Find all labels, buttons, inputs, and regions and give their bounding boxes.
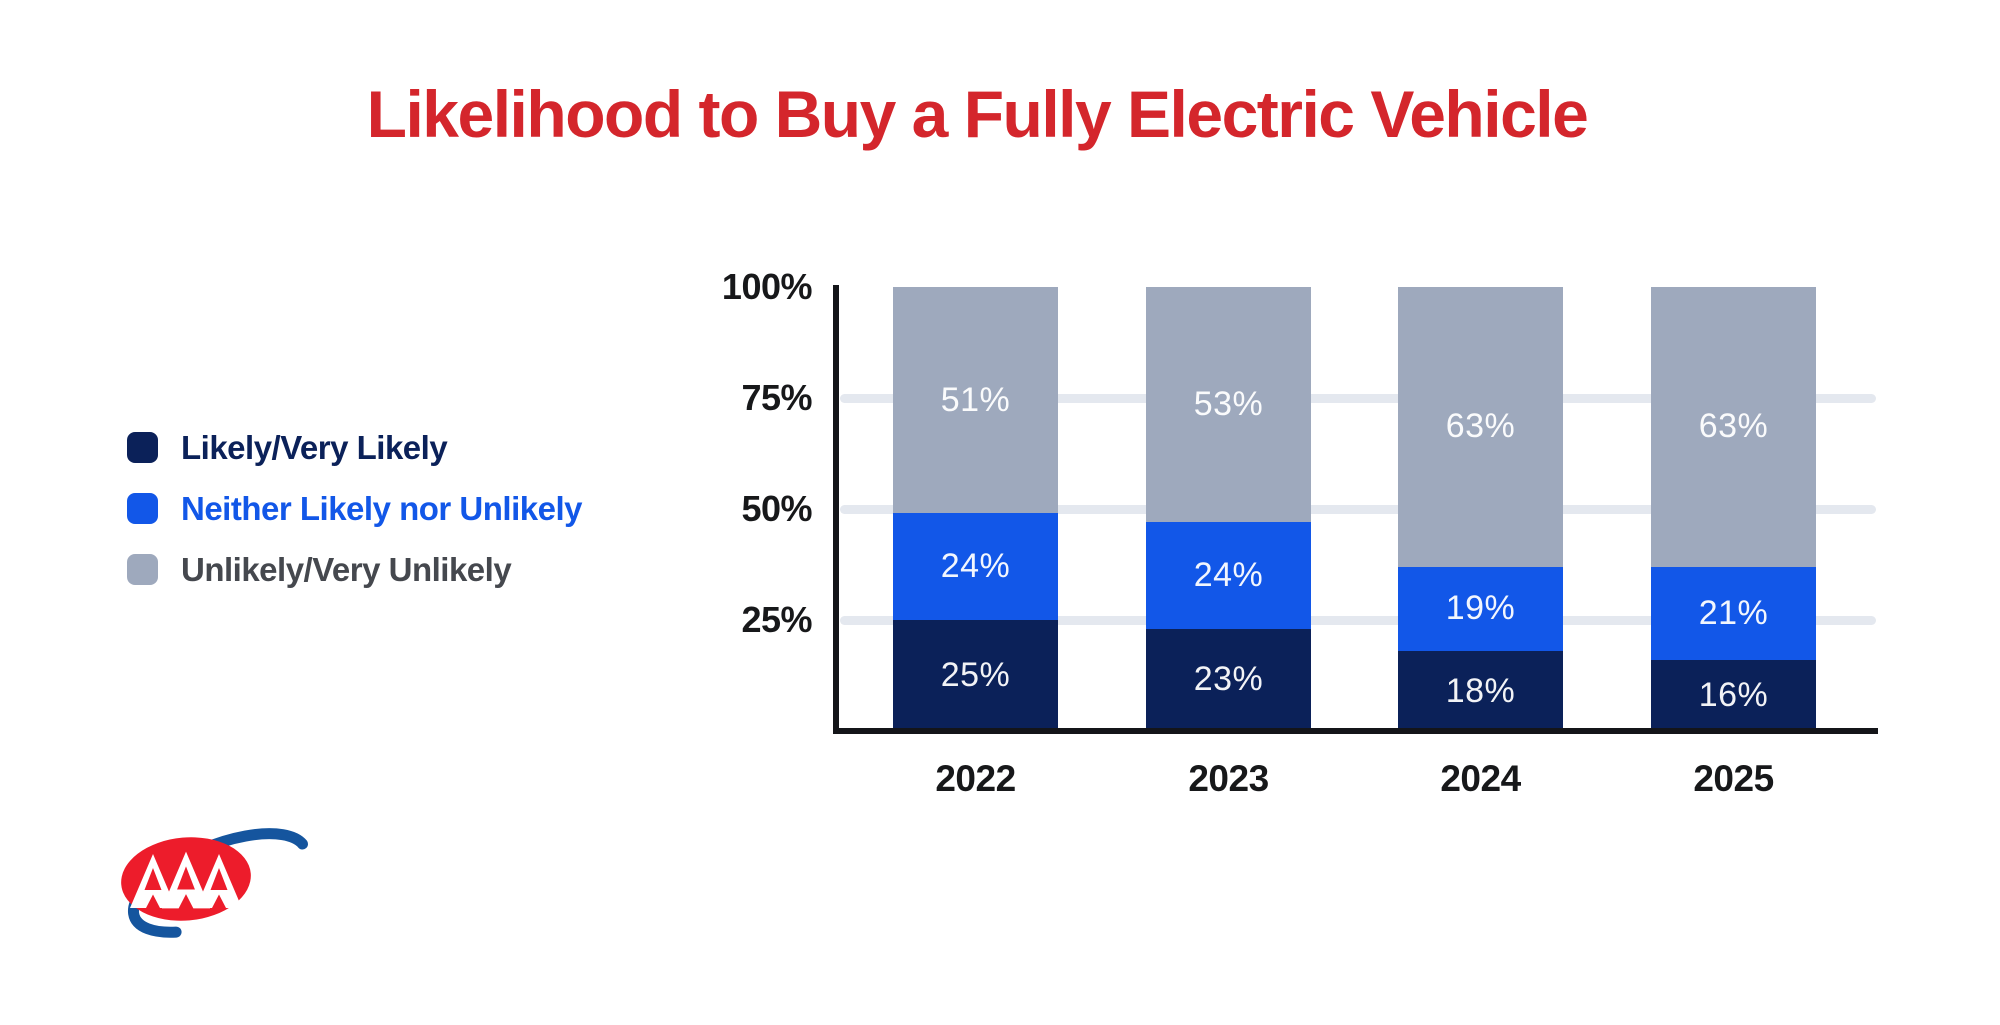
x-tick-label: 2023	[1188, 758, 1269, 799]
gridline-75	[840, 393, 1876, 403]
bar-2023: 23% 24% 53%	[1146, 287, 1311, 731]
bar-segment: 21%	[1651, 566, 1816, 660]
bar-segment: 53%	[1146, 287, 1311, 523]
bar-segment: 18%	[1398, 651, 1563, 731]
x-axis-line	[833, 728, 1878, 734]
x-tick-label: 2025	[1693, 758, 1774, 799]
aaa-logo	[121, 828, 308, 938]
y-tick-label: 75%	[741, 377, 812, 418]
logo-aaa-letters	[130, 851, 242, 909]
y-tick-label: 50%	[741, 488, 812, 529]
segment-value-label: 24%	[940, 547, 1011, 586]
bar-segment: 23%	[1146, 628, 1311, 731]
legend-swatch	[127, 432, 158, 463]
legend-item: Unlikely/Very Unlikely	[127, 551, 512, 588]
segment-value-label: 16%	[1698, 675, 1769, 714]
legend-swatch	[127, 493, 158, 524]
segment-value-label: 18%	[1445, 671, 1516, 710]
page-title: Likelihood to Buy a Fully Electric Vehic…	[366, 77, 1589, 151]
bar-2022: 25% 24% 51%	[893, 287, 1058, 731]
segment-value-label: 63%	[1445, 407, 1516, 446]
bar-segment: 16%	[1651, 659, 1816, 731]
legend-label: Unlikely/Very Unlikely	[181, 551, 512, 588]
segment-value-label: 21%	[1698, 593, 1769, 632]
segment-value-label: 51%	[940, 380, 1011, 419]
legend-label: Likely/Very Likely	[181, 429, 448, 466]
segment-value-label: 53%	[1193, 385, 1264, 424]
legend-item: Likely/Very Likely	[127, 429, 448, 466]
y-axis-line	[833, 285, 839, 734]
segment-value-label: 24%	[1193, 556, 1264, 595]
segment-value-label: 25%	[940, 656, 1011, 694]
bar-segment: 25%	[893, 620, 1058, 731]
segment-value-label: 63%	[1698, 407, 1769, 446]
gridline-50	[840, 504, 1876, 514]
bar-segment: 19%	[1398, 566, 1563, 652]
legend-item: Neither Likely nor Unlikely	[127, 490, 582, 527]
bar-segment: 63%	[1398, 287, 1563, 567]
y-tick-label: 25%	[741, 599, 812, 640]
bar-segment: 24%	[1146, 522, 1311, 629]
segment-value-label: 23%	[1193, 660, 1264, 699]
legend-label: Neither Likely nor Unlikely	[181, 490, 582, 527]
bar-segment: 24%	[893, 513, 1058, 620]
legend-swatch	[127, 554, 158, 585]
bar-segment: 51%	[893, 287, 1058, 514]
segment-value-label: 19%	[1445, 589, 1516, 628]
bar-2024: 18% 19% 63%	[1398, 287, 1563, 731]
bar-segment: 63%	[1651, 287, 1816, 567]
bar-2025: 16% 21% 63%	[1651, 287, 1816, 731]
x-tick-label: 2024	[1440, 758, 1521, 799]
x-tick-label: 2022	[935, 758, 1016, 799]
y-tick-label: 100%	[721, 266, 813, 307]
gridline-25	[840, 615, 1876, 625]
